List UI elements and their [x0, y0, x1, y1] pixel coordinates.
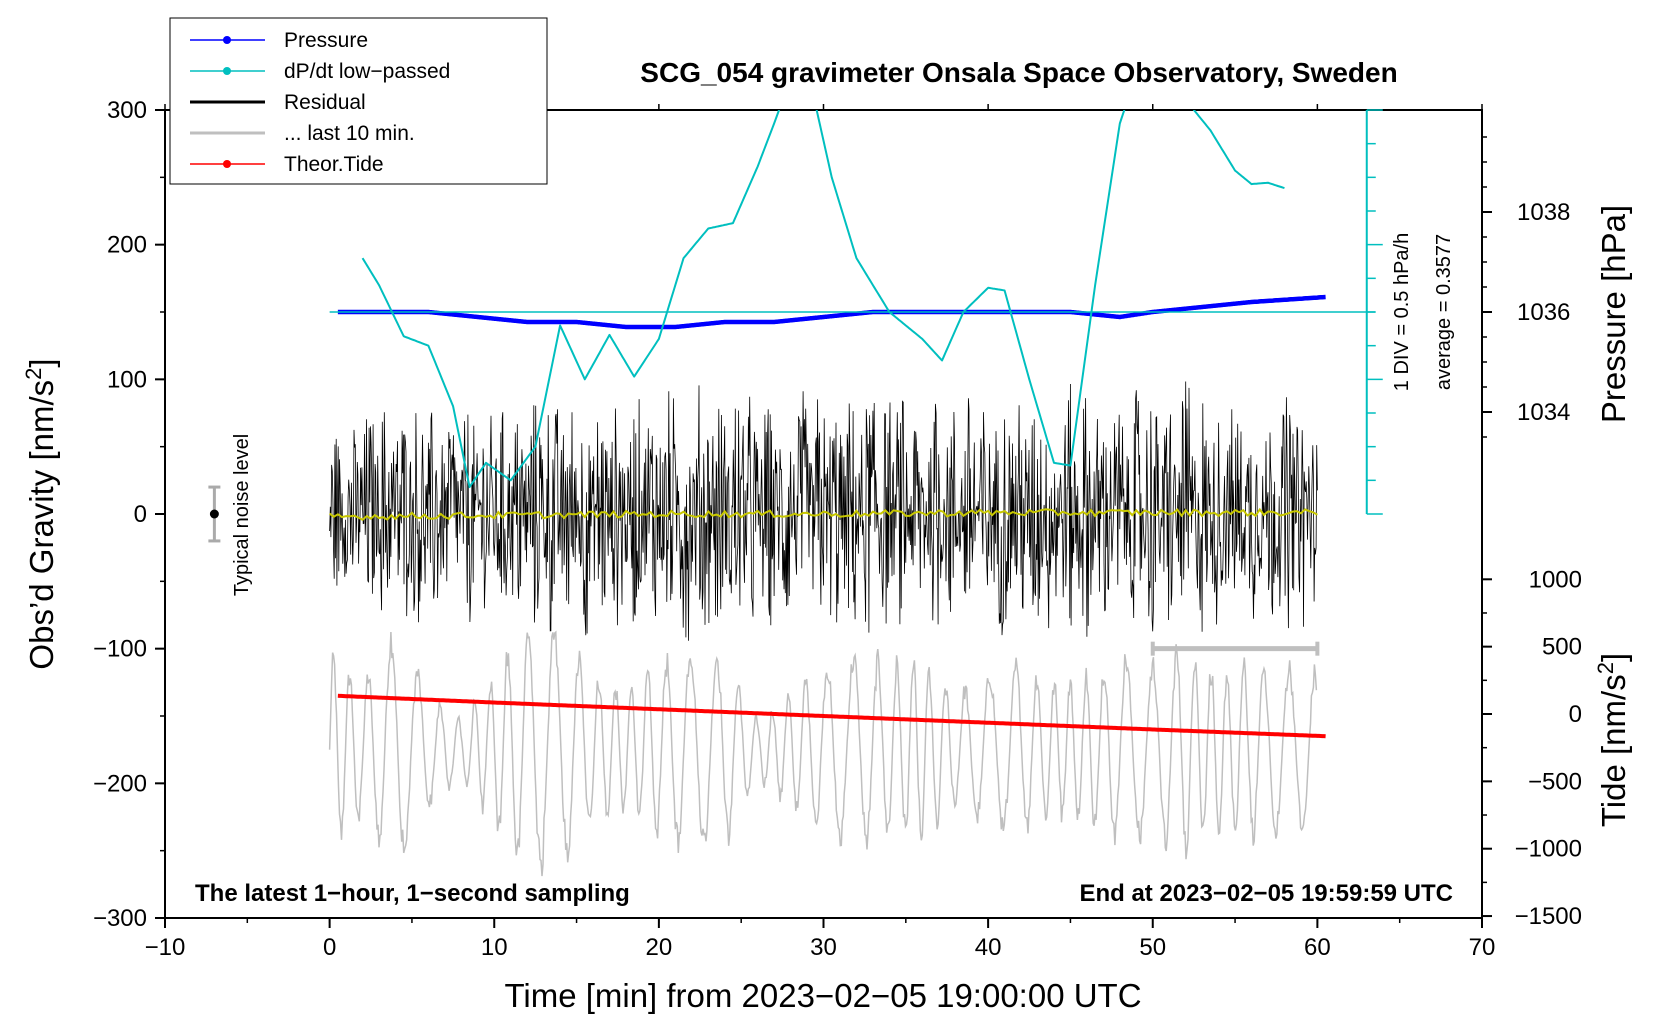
x-tick-label: 0 — [323, 934, 336, 961]
x-tick-label: 10 — [481, 934, 508, 961]
theoretical-tide-line — [337, 693, 1326, 739]
y-tick-label: 0 — [134, 501, 147, 528]
x-tick-label: 20 — [646, 934, 673, 961]
x-tick-label: −10 — [145, 934, 186, 961]
y-axis-title-left-main: Obs’d Gravity [nm/s — [23, 380, 60, 670]
tide-tick-label: 500 — [1542, 634, 1582, 661]
y-axis-title-tide-sup: 2 — [1593, 662, 1618, 674]
y-tick-label: 200 — [107, 232, 147, 259]
residual-mean-line — [328, 507, 1318, 522]
x-tick-label: 40 — [975, 934, 1002, 961]
series-layer — [208, 109, 1383, 877]
y-axis-title-left-end: ] — [23, 358, 60, 367]
legend-label: Pressure — [284, 29, 368, 52]
y-axis-title-left: Obs’d Gravity [nm/s2] — [21, 358, 60, 669]
legend-item-theor-tide: Theor.Tide — [190, 153, 384, 176]
y-axis-title-tide-main: Tide [nm/s — [1595, 674, 1632, 827]
noise-level-dot — [209, 509, 219, 519]
legend-item-dp-dt-low-passed: dP/dt low−passed — [190, 60, 450, 83]
y-tick-label: −200 — [93, 770, 147, 797]
pressure-tick-label: 1038 — [1517, 199, 1570, 226]
dpdt-line — [361, 110, 1285, 489]
legend-label: ... last 10 min. — [284, 122, 415, 145]
x-axis-title: Time [min] from 2023−02−05 19:00:00 UTC — [504, 977, 1141, 1014]
y-axis-title-left-sup: 2 — [21, 368, 46, 380]
x-tick-label: 60 — [1304, 934, 1331, 961]
tide-tick-label: 0 — [1569, 701, 1582, 728]
legend-label: Theor.Tide — [284, 153, 384, 176]
dpdt-div-label: 1 DIV = 0.5 hPa/h — [1391, 233, 1413, 391]
y-axis-title-tide: Tide [nm/s2] — [1593, 653, 1632, 827]
y-axis-title-tide-end: ] — [1595, 653, 1632, 662]
residual-line — [329, 381, 1318, 641]
legend-label: dP/dt low−passed — [284, 60, 450, 83]
legend-marker — [223, 36, 231, 44]
legend-items: Pressure dP/dt low−passed Residual ... last… — [190, 29, 450, 176]
chart-title: SCG_054 gravimeter Onsala Space Observat… — [640, 57, 1397, 88]
y-tick-label: −300 — [93, 905, 147, 932]
tide-tick-label: −500 — [1528, 768, 1582, 795]
last-10-min-line — [328, 630, 1318, 877]
pressure-line — [337, 294, 1327, 330]
x-tick-label: 30 — [810, 934, 837, 961]
noise-level-label: Typical noise level — [231, 434, 253, 596]
pressure-tick-label: 1036 — [1517, 299, 1570, 326]
y-tick-label: −100 — [93, 636, 147, 663]
tide-tick-label: −1500 — [1515, 903, 1582, 930]
x-tick-label: 50 — [1139, 934, 1166, 961]
annotation-sampling: The latest 1−hour, 1−second sampling — [195, 880, 630, 907]
legend-item-last-10-min: ... last 10 min. — [190, 122, 415, 145]
y-tick-label: 300 — [107, 97, 147, 124]
tide-tick-label: 1000 — [1529, 566, 1582, 593]
annotation-end-time: End at 2023−02−05 19:59:59 UTC — [1079, 880, 1453, 907]
legend: Pressure dP/dt low−passed Residual ... last… — [169, 17, 548, 185]
pressure-tick-label: 1034 — [1517, 399, 1570, 426]
y-tick-label: 100 — [107, 366, 147, 393]
legend-label: Residual — [284, 91, 366, 114]
tide-tick-label: −1000 — [1515, 836, 1582, 863]
y-axis-title-pressure: Pressure [hPa] — [1595, 205, 1632, 423]
dpdt-average-label: average = 0.3577 — [1433, 234, 1455, 390]
legend-marker — [223, 67, 231, 75]
legend-item-pressure: Pressure — [190, 29, 368, 52]
x-tick-label: 70 — [1469, 934, 1496, 961]
axes-layer: −10 0 10 20 30 40 50 60 70−300−200−1000100200300… — [93, 97, 1582, 961]
legend-item-residual: Residual — [190, 91, 366, 114]
legend-marker — [223, 160, 231, 168]
